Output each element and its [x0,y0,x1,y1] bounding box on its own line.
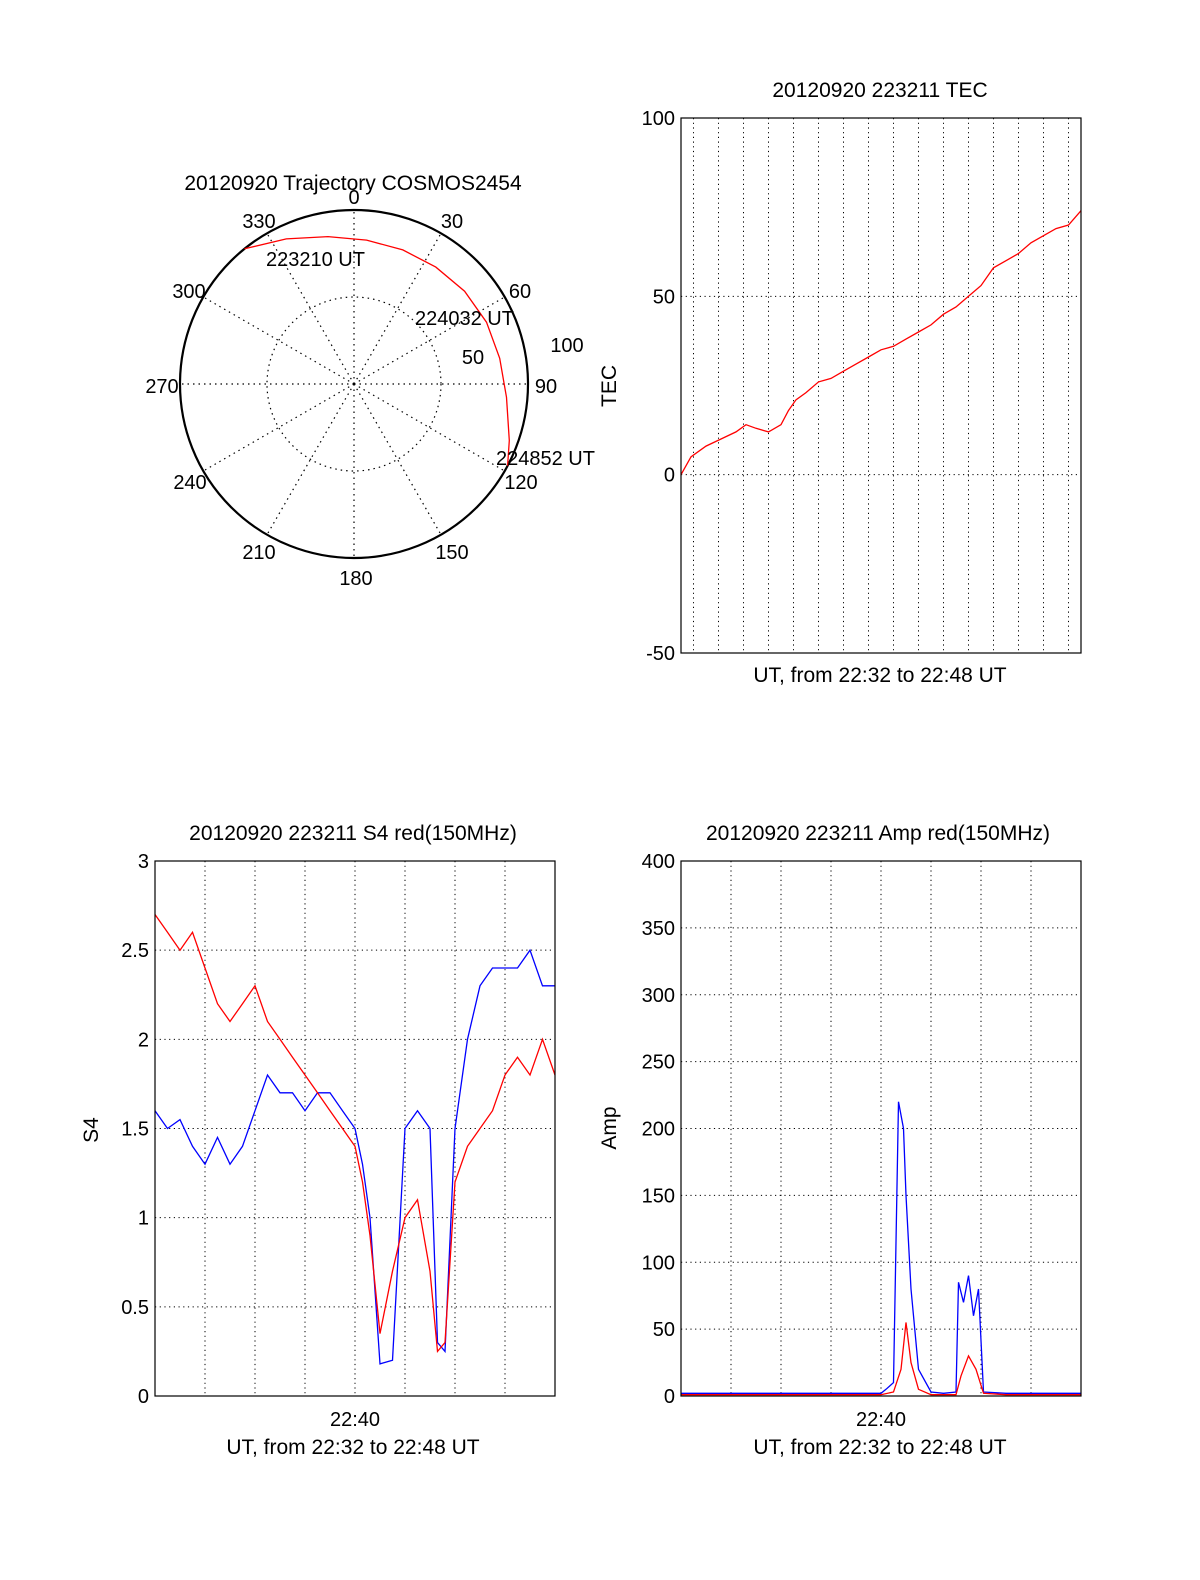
tec-grid [681,118,1081,653]
y-tick-label: 1.5 [121,1119,149,1141]
polar-radial-label: 100 [550,335,583,357]
s4-x-axis-label: UT, from 22:32 to 22:48 UT [226,1436,479,1459]
s4-title: 20120920 223211 S4 red(150MHz) [189,822,517,845]
y-tick-label: -50 [646,643,675,665]
y-tick-label: 250 [642,1052,675,1074]
y-tick-label: 0.5 [121,1297,149,1319]
y-tick-label: 0 [664,465,675,487]
x-tick-label: 22:40 [330,1409,380,1431]
polar-azimuth-label: 0 [348,187,359,209]
polar-spoke [266,233,355,385]
polar-spoke [353,233,442,385]
y-tick-label: 0 [138,1386,149,1408]
polar-azimuth-label: 300 [172,281,205,303]
polar-grid [178,208,530,560]
amp-grid [681,861,1081,1396]
polar-radial-label: 50 [462,347,484,369]
series-line-red [154,914,556,1354]
series-line-red [681,1322,1081,1396]
polar-spoke [203,383,355,472]
s4-grid [155,861,555,1396]
polar-azimuth-label: 270 [145,376,178,398]
polar-spoke [353,383,442,535]
y-tick-label: 100 [642,108,675,130]
polar-azimuth-labels: 0 30 60 90 120 150 180 210 240 270 300 330 [145,187,557,590]
amp-y-axis-label: Amp [598,1106,621,1149]
polar-azimuth-label: 210 [242,542,275,564]
tec-y-ticks: -50 0 50 100 [642,108,675,665]
y-tick-label: 2 [138,1029,149,1051]
series-line-red [680,210,1082,476]
polar-spoke [266,383,355,535]
y-tick-label: 50 [653,286,675,308]
polar-spoke [353,383,505,472]
amp-y-ticks: 0 50 100 150 200 250 300 350 400 [642,851,675,1408]
polar-radial-labels: 50 100 [462,335,584,369]
tec-x-axis-label: UT, from 22:32 to 22:48 UT [753,664,1006,687]
amp-x-ticks: 22:40 [856,1409,906,1431]
y-tick-label: 300 [642,985,675,1007]
polar-azimuth-label: 180 [339,568,372,590]
trajectory-title: 20120920 Trajectory COSMOS2454 [184,172,522,195]
s4-x-ticks: 22:40 [330,1409,380,1431]
polar-azimuth-label: 150 [435,542,468,564]
x-tick-label: 22:40 [856,1409,906,1431]
polar-spoke [353,296,505,385]
amp-title: 20120920 223211 Amp red(150MHz) [706,822,1050,845]
trajectory-track [244,235,510,466]
amp-x-axis-label: UT, from 22:32 to 22:48 UT [753,1436,1006,1459]
polar-azimuth-label: 30 [441,211,463,233]
y-tick-label: 400 [642,851,675,873]
s4-y-axis-label: S4 [80,1117,103,1143]
y-tick-label: 50 [653,1319,675,1341]
series-line-blue [681,1101,1081,1394]
tec-panel: 20120920 223211 TEC -50 0 50 100 UT, from 2… [598,79,1082,687]
y-tick-label: 1 [138,1208,149,1230]
y-tick-label: 150 [642,1185,675,1207]
s4-series [154,914,556,1365]
series-line-blue [154,948,555,1365]
polar-azimuth-label: 330 [242,211,275,233]
polar-azimuth-label: 240 [173,472,206,494]
s4-panel: 20120920 223211 S4 red(150MHz) 0 0.5 1 1.5 2… [80,822,556,1459]
amp-plot-frame [680,860,1082,1397]
trajectory-time-annotation: 224032 UT [415,308,514,330]
trajectory-annotations: 223210 UT 224032 UT 224852 UT [266,249,595,470]
tec-title: 20120920 223211 TEC [772,79,987,102]
tec-plot-frame [680,117,1082,654]
y-tick-label: 100 [642,1252,675,1274]
tec-series [680,210,1082,476]
polar-spoke [203,296,355,385]
trajectory-time-annotation: 223210 UT [266,249,365,271]
y-tick-label: 3 [138,851,149,873]
polar-azimuth-label: 60 [509,281,531,303]
amp-series [681,1101,1081,1396]
polar-ring [266,296,442,472]
polar-azimuth-label: 120 [504,472,537,494]
polar-azimuth-label: 90 [535,376,557,398]
amp-panel: 20120920 223211 Amp red(150MHz) 0 50 100 15… [598,822,1082,1459]
polar-outer-circle [178,208,530,560]
trajectory-panel: 20120920 Trajectory COSMOS2454 0 30 60 90 12… [145,172,595,590]
y-tick-label: 350 [642,918,675,940]
y-tick-label: 2.5 [121,940,149,962]
s4-y-ticks: 0 0.5 1 1.5 2 2.5 3 [121,851,149,1408]
s4-plot-frame [154,860,556,1397]
tec-y-axis-label: TEC [598,365,621,407]
y-tick-label: 0 [664,1386,675,1408]
y-tick-label: 200 [642,1119,675,1141]
trajectory-time-annotation: 224852 UT [496,448,595,470]
